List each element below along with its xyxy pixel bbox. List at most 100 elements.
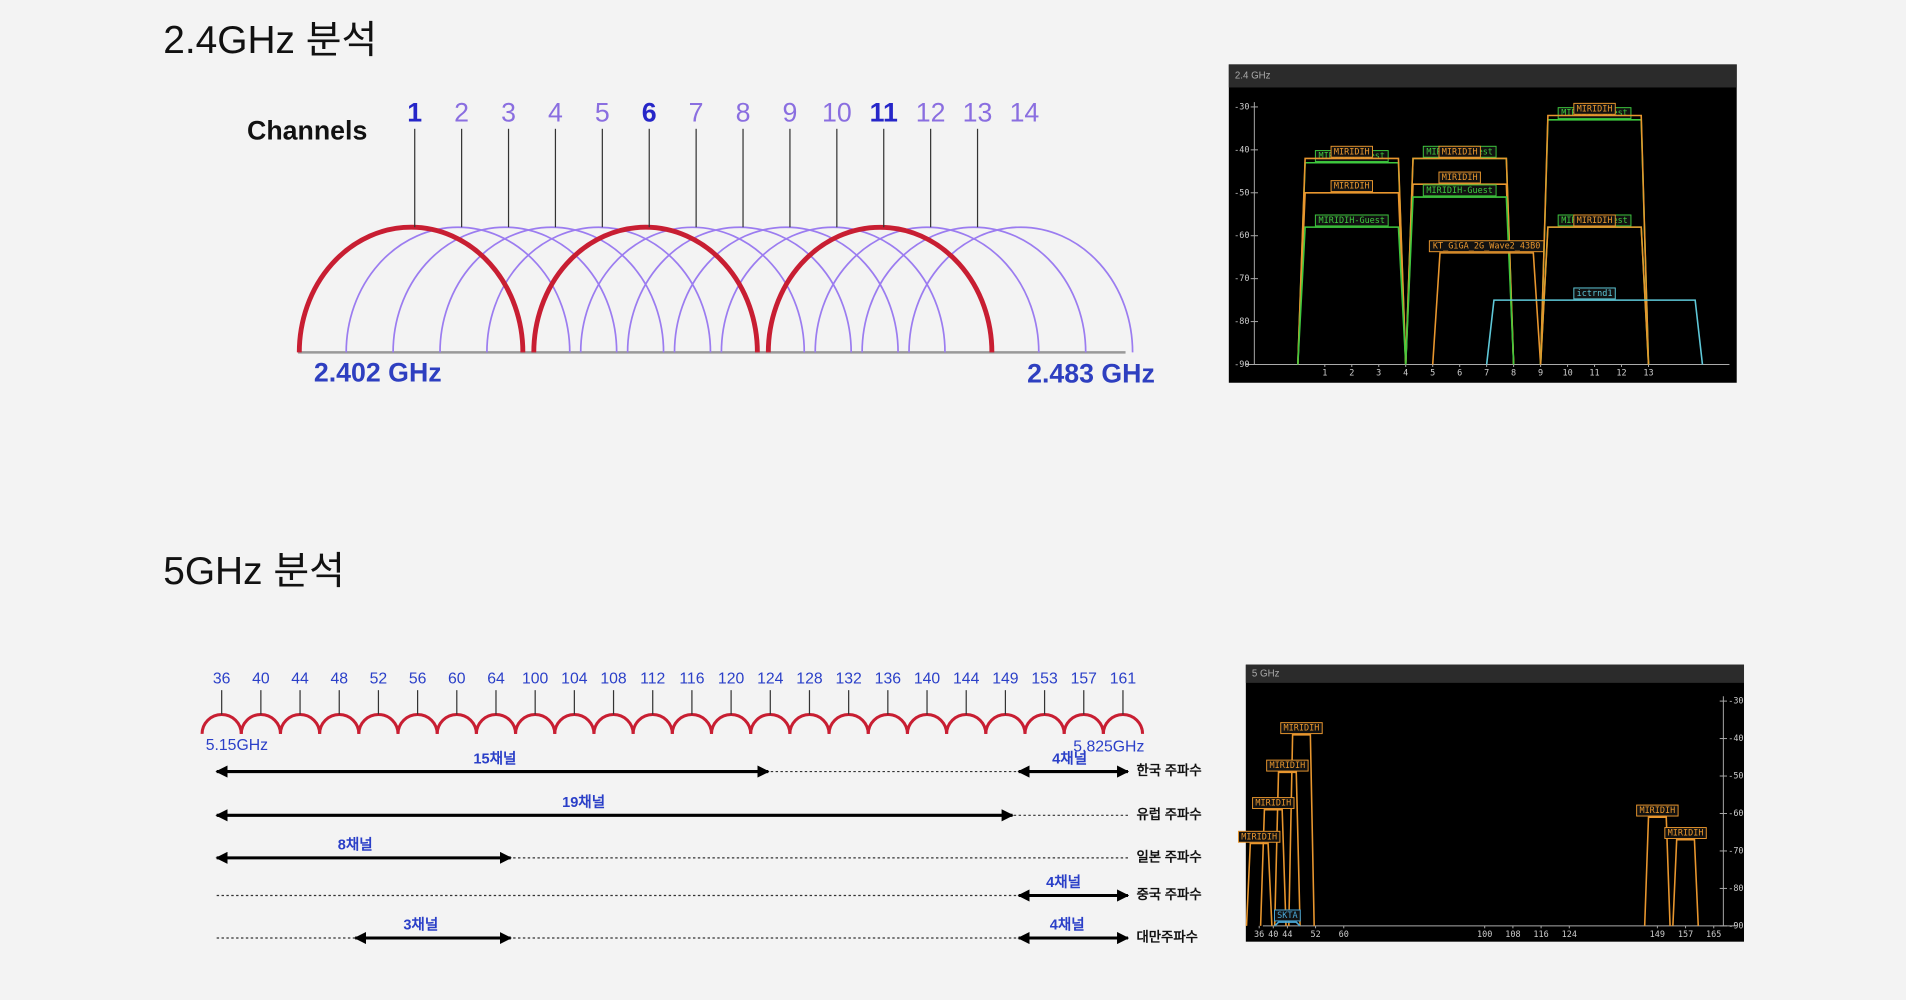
ssid-box [1636, 804, 1679, 817]
channel-arc [357, 713, 400, 734]
channel-label: 100 [522, 670, 549, 687]
x-tick-label: 4 [1403, 369, 1408, 379]
y-tick-label: -40 [1234, 145, 1249, 155]
freq-label: 5.825GHz [1073, 738, 1144, 755]
channel-arc [553, 713, 596, 734]
network-signal [1297, 226, 1407, 365]
network-signal [1259, 808, 1287, 926]
network-signal [1431, 252, 1542, 365]
x-tick-label: 36 [1254, 930, 1264, 940]
ssid-box [1573, 102, 1616, 115]
channel-label: 48 [330, 670, 348, 687]
channel-arc [866, 713, 909, 734]
channel-arc [827, 713, 870, 734]
channel-arc [749, 713, 792, 734]
channel-label: 161 [1110, 670, 1136, 687]
x-tick-label: 60 [1339, 930, 1349, 940]
span-label: 4채널 [1050, 917, 1085, 934]
y-tick-label: -50 [1234, 188, 1249, 198]
network-signal [1404, 196, 1515, 365]
analyzer-panel [1228, 64, 1737, 383]
ssid-label: SKTA [1277, 911, 1297, 921]
channel-label: 56 [409, 670, 427, 687]
channel-arc [435, 713, 478, 734]
region-name: 일본 주파수 [1136, 849, 1201, 864]
channel-label: 11 [870, 97, 898, 127]
freq-label: 2.483 GHz [1027, 359, 1155, 389]
channel-label: 13 [963, 97, 993, 127]
channel-arc [673, 226, 899, 353]
y-tick-label: -60 [1728, 809, 1743, 819]
x-tick-label: 13 [1643, 369, 1653, 379]
analyzer-panel [1245, 664, 1745, 942]
channel-arc [709, 713, 753, 734]
channel-label: 1 [407, 97, 422, 127]
channel-label: 4 [548, 97, 563, 127]
channel-arc [626, 226, 853, 353]
channel-label: 3 [501, 97, 516, 127]
x-tick-label: 100 [1477, 930, 1492, 940]
x-tick-label: 44 [1282, 930, 1292, 940]
channel-label: 108 [600, 670, 627, 687]
x-tick-label: 7 [1484, 369, 1489, 379]
channel-label: 64 [487, 670, 505, 687]
ssid-box [1252, 797, 1295, 810]
x-tick-label: 6 [1457, 369, 1462, 379]
span-label: 3채널 [403, 917, 438, 934]
x-tick-label: 3 [1376, 369, 1381, 379]
channel-arc [239, 713, 282, 734]
channel-label: 44 [291, 670, 309, 687]
x-tick-label: 149 [1650, 930, 1665, 940]
network-signal [1643, 816, 1671, 926]
channel-arc [592, 713, 635, 734]
channel-label: 60 [448, 670, 466, 687]
ssid-label: MIRIDIH-Guest [1319, 216, 1386, 226]
region-name: 유럽 주파수 [1136, 807, 1201, 822]
channel-label: 132 [835, 670, 861, 687]
channel-arc [765, 224, 995, 353]
channel-arc [514, 713, 557, 734]
channel-label: 5 [595, 97, 610, 127]
channel-label: 157 [1071, 670, 1097, 687]
channel-arc [905, 713, 949, 734]
channel-label: 104 [561, 670, 588, 687]
ssid-box [1266, 759, 1309, 772]
y-tick-label: -90 [1728, 921, 1743, 931]
channel-label: 112 [640, 670, 665, 687]
channel-arc [670, 713, 714, 734]
analyzer-header [1228, 64, 1737, 88]
channel-arc [1023, 713, 1066, 734]
span-label: 8채널 [338, 837, 373, 854]
channel-label: 40 [252, 670, 270, 687]
x-tick-label: 108 [1505, 930, 1520, 940]
ssid-label: MIRIDIH [1334, 147, 1370, 157]
channel-label: 52 [370, 670, 388, 687]
x-tick-label: 116 [1533, 930, 1548, 940]
y-tick-label: -50 [1728, 772, 1743, 782]
channel-arc [278, 713, 322, 734]
ssid-label: MIRIDIH [1639, 806, 1675, 816]
ssid-box [1237, 830, 1281, 843]
ssid-label: MIRIDIH [1241, 832, 1277, 842]
ssid-label: MIRIDIH [1442, 173, 1478, 183]
ssid-label: MIRIDIH [1269, 761, 1305, 771]
y-tick-label: -70 [1234, 274, 1249, 284]
y-tick-label: -40 [1728, 734, 1743, 744]
channel-arc [1062, 713, 1105, 734]
ssid-label: KT_GiGA_2G_Wave2_43B0 [1433, 242, 1540, 252]
ssid-label: MIRIDIH [1284, 724, 1320, 734]
network-signal [1273, 771, 1301, 926]
span-label: 4채널 [1046, 874, 1081, 891]
y-tick-label: -70 [1728, 846, 1743, 856]
y-tick-label: -30 [1234, 102, 1249, 112]
channel-arc [788, 713, 831, 734]
channel-label: 116 [679, 670, 704, 687]
ssid-label: ictrnd1 [1577, 289, 1613, 299]
channel-label: 144 [953, 670, 980, 687]
channel-arc [486, 226, 712, 353]
channel-arc [392, 226, 618, 353]
x-tick-label: 40 [1268, 930, 1278, 940]
network-signal [1245, 842, 1273, 926]
ssid-label: MIRIDIH [1255, 799, 1291, 809]
y-tick-label: -80 [1234, 317, 1249, 327]
